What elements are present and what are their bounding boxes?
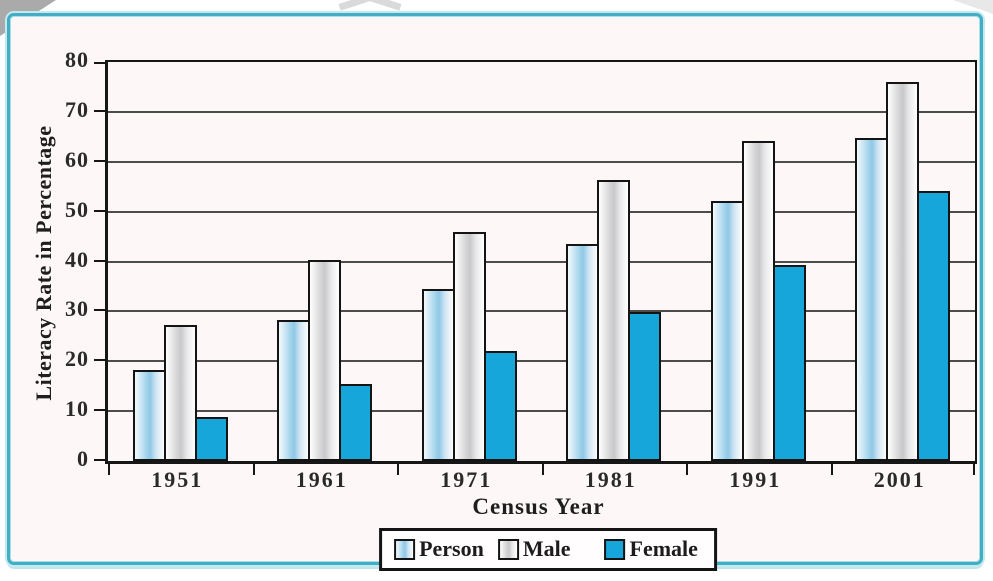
bar-male-1981 [597,180,631,461]
legend-item-person: Person [394,536,484,562]
watermark-x-shape [338,0,390,14]
x-tick-2 [397,464,399,475]
bar-male-1971 [452,232,486,461]
x-category-label-1961: 1961 [295,467,348,492]
bar-female-1951 [194,417,228,461]
bar-female-1981 [628,312,662,461]
gridline-20 [108,360,975,363]
x-tick-1 [252,464,255,475]
bar-female-1961 [339,384,373,461]
y-tick-80 [94,62,106,64]
gridline-60 [108,160,975,163]
x-tick-3 [541,464,544,475]
y-tick-label-30: 30 [65,296,89,322]
bar-person-1951 [132,370,166,461]
bar-group-1971 [397,62,542,461]
gridline-30 [108,310,975,313]
x-tick-4 [686,464,688,475]
gridline-70 [108,110,975,113]
gridline-40 [108,260,975,263]
y-tick-40 [94,259,106,262]
legend-swatch-female-icon [604,538,626,560]
legend-label-male: Male [522,536,571,561]
gridline-50 [108,210,975,213]
x-tick-6 [973,464,975,475]
y-tick-30 [94,309,106,312]
bar-male-1961 [308,260,342,461]
bar-male-2001 [886,82,920,461]
plot-area [94,60,977,475]
bar-person-1991 [710,201,744,461]
legend-swatch-person-icon [394,538,416,560]
legend-item-male: Male [497,536,571,562]
bar-person-1971 [421,289,455,461]
x-category-label-1951: 1951 [151,467,204,492]
y-tick-label-70: 70 [65,96,89,122]
x-category-label-1981: 1981 [584,467,637,492]
y-tick-label-80: 80 [65,47,89,72]
bar-group-1991 [686,62,831,461]
bar-group-2001 [831,62,976,461]
bar-group-1951 [108,62,253,461]
bar-female-1991 [772,265,806,461]
bar-group-1961 [253,62,398,461]
y-tick-10 [94,409,106,412]
y-tick-label-0: 0 [77,446,89,471]
x-category-label-1971: 1971 [440,467,493,492]
bar-person-2001 [855,138,889,461]
x-axis-title: Census Year [472,494,605,519]
y-tick-label-40: 40 [65,246,89,272]
watermark-right-wedge [953,0,993,14]
bar-person-1961 [277,320,311,461]
y-tick-0 [94,459,106,461]
chart-frame: Literacy Rate in Percentage 0 10 20 30 40 50 6… [7,13,983,571]
legend-label-person: Person [419,536,484,561]
legend-label-female: Female [629,536,698,561]
y-tick-label-50: 50 [65,196,89,222]
x-category-label-2001: 2001 [873,467,926,492]
y-tick-60 [94,159,106,162]
legend-item-female: Female [604,536,698,562]
gridline-10 [108,410,975,413]
y-tick-label-10: 10 [65,396,89,422]
x-tick-5 [830,464,833,475]
bar-female-2001 [917,191,951,461]
x-tick-0 [108,464,110,475]
y-tick-label-60: 60 [65,146,89,172]
legend-swatch-male-icon [497,538,519,560]
y-tick-50 [94,209,106,212]
bar-person-1981 [566,244,600,461]
x-category-label-1991: 1991 [729,467,782,492]
y-tick-20 [94,359,106,362]
y-tick-70 [94,109,106,112]
bar-group-1981 [542,62,687,461]
bar-male-1991 [741,141,775,461]
chart-legend: Person Male Female [379,528,717,571]
y-tick-label-20: 20 [65,346,89,372]
bar-male-1951 [163,325,197,461]
bar-female-1971 [483,351,517,461]
